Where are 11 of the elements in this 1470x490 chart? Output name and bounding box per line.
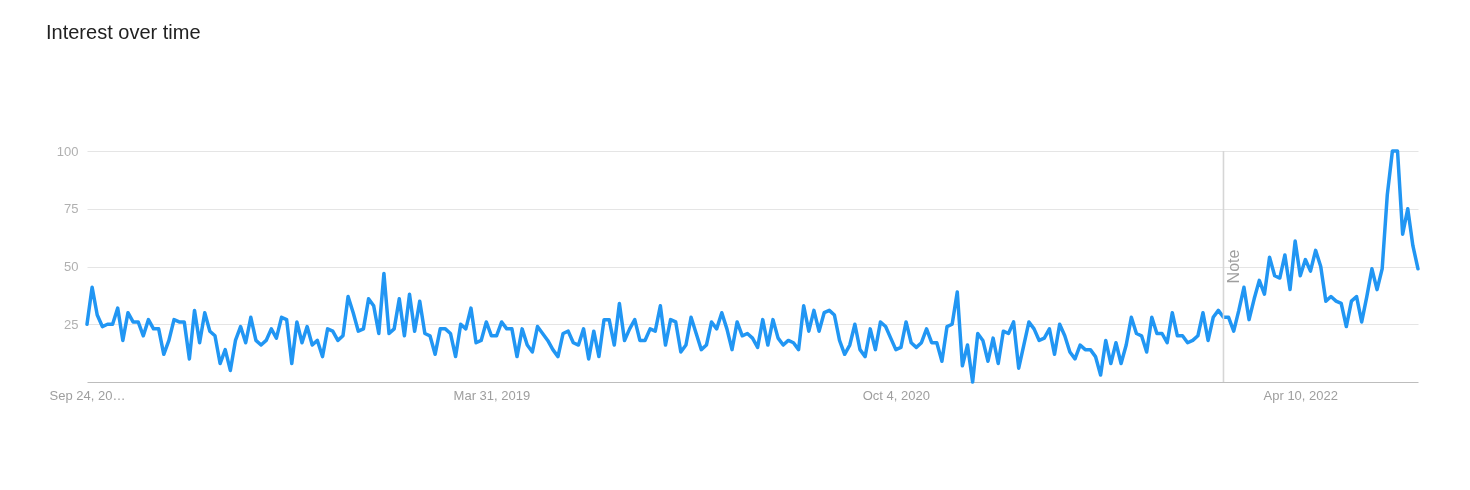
y-tick-label: 25 bbox=[64, 316, 79, 332]
y-tick-label: 100 bbox=[56, 143, 79, 159]
y-tick-label: 50 bbox=[64, 259, 79, 274]
x-tick-label: Apr 10, 2022 bbox=[1263, 387, 1338, 403]
x-tick-label: Mar 31, 2019 bbox=[453, 387, 531, 403]
ref-line-label: Note bbox=[1225, 249, 1243, 284]
x-tick-label: Sep 24, 20… bbox=[49, 387, 126, 403]
line-series bbox=[85, 149, 1420, 384]
x-tick-label: Oct 4, 2020 bbox=[862, 387, 930, 403]
y-tick-label: 75 bbox=[64, 201, 79, 217]
chart-title: Interest over time bbox=[46, 21, 201, 43]
